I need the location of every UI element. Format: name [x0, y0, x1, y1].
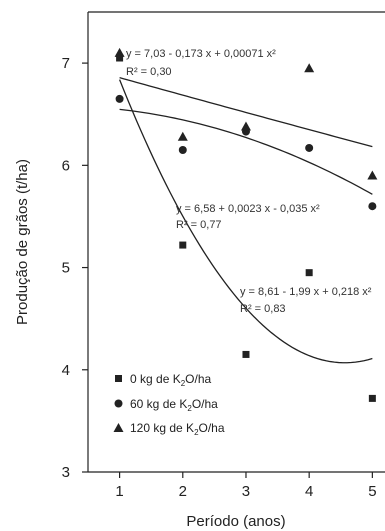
x-tick-label: 4 [305, 483, 313, 500]
y-tick-label: 7 [62, 55, 70, 72]
y-axis-title: Produção de grãos (t/ha) [14, 159, 31, 325]
point-triangle [114, 47, 125, 57]
x-tick-label: 3 [242, 483, 250, 500]
legend-label-120kg: 120 kg de K2O/ha [130, 421, 225, 437]
point-triangle [367, 170, 378, 180]
trend-line-triangle [119, 77, 373, 148]
point-circle [115, 94, 124, 103]
x-tick-label: 5 [368, 483, 376, 500]
x-tick-label: 1 [115, 483, 123, 500]
y-tick-label: 3 [62, 464, 70, 481]
y-tick-label: 5 [62, 260, 70, 277]
y-tick-label: 6 [62, 157, 70, 174]
fit-r2-60: R² = 0,77 [176, 219, 222, 231]
legend-label-0kg: 0 kg de K2O/ha [130, 372, 211, 388]
axes [87, 11, 385, 473]
legend-marker-square [115, 375, 122, 382]
point-square [242, 350, 250, 358]
point-triangle [240, 121, 251, 131]
point-circle [178, 146, 187, 154]
trend-lines [118, 77, 373, 364]
trend-line-square [118, 79, 373, 364]
x-tick-label: 2 [179, 483, 187, 500]
ticks: 1 2 3 4 5 3 4 5 6 7 [62, 55, 377, 500]
point-square [368, 394, 376, 402]
point-circle [305, 143, 314, 152]
legend-marker-triangle [113, 423, 124, 432]
point-triangle [177, 131, 188, 141]
fit-r2-0: R² = 0,83 [240, 303, 286, 315]
point-square [179, 241, 187, 249]
point-triangle [304, 63, 315, 73]
point-square [305, 269, 313, 277]
point-circle [368, 202, 377, 211]
x-axis-title: Período (anos) [186, 513, 285, 530]
trend-line-circle [119, 108, 373, 195]
fit-equation-0: y = 8,61 - 1,99 x + 0,218 x² [240, 286, 372, 298]
y-tick-label: 4 [62, 362, 70, 379]
legend-marker-circle [114, 399, 123, 408]
legend-label-60kg: 60 kg de K2O/ha [130, 397, 218, 413]
fit-equation-60: y = 6,58 + 0,0023 x - 0,035 x² [176, 203, 320, 215]
fit-labels: y = 7,03 - 0,173 x + 0,00071 x² R² = 0,3… [126, 48, 372, 315]
point-square [116, 54, 124, 62]
fit-r2-120: R² = 0,30 [126, 66, 172, 78]
legend: 0 kg de K2O/ha 60 kg de K2O/ha 120 kg de… [113, 372, 225, 437]
fit-equation-120: y = 7,03 - 0,173 x + 0,00071 x² [126, 48, 276, 60]
data-points [114, 47, 378, 402]
